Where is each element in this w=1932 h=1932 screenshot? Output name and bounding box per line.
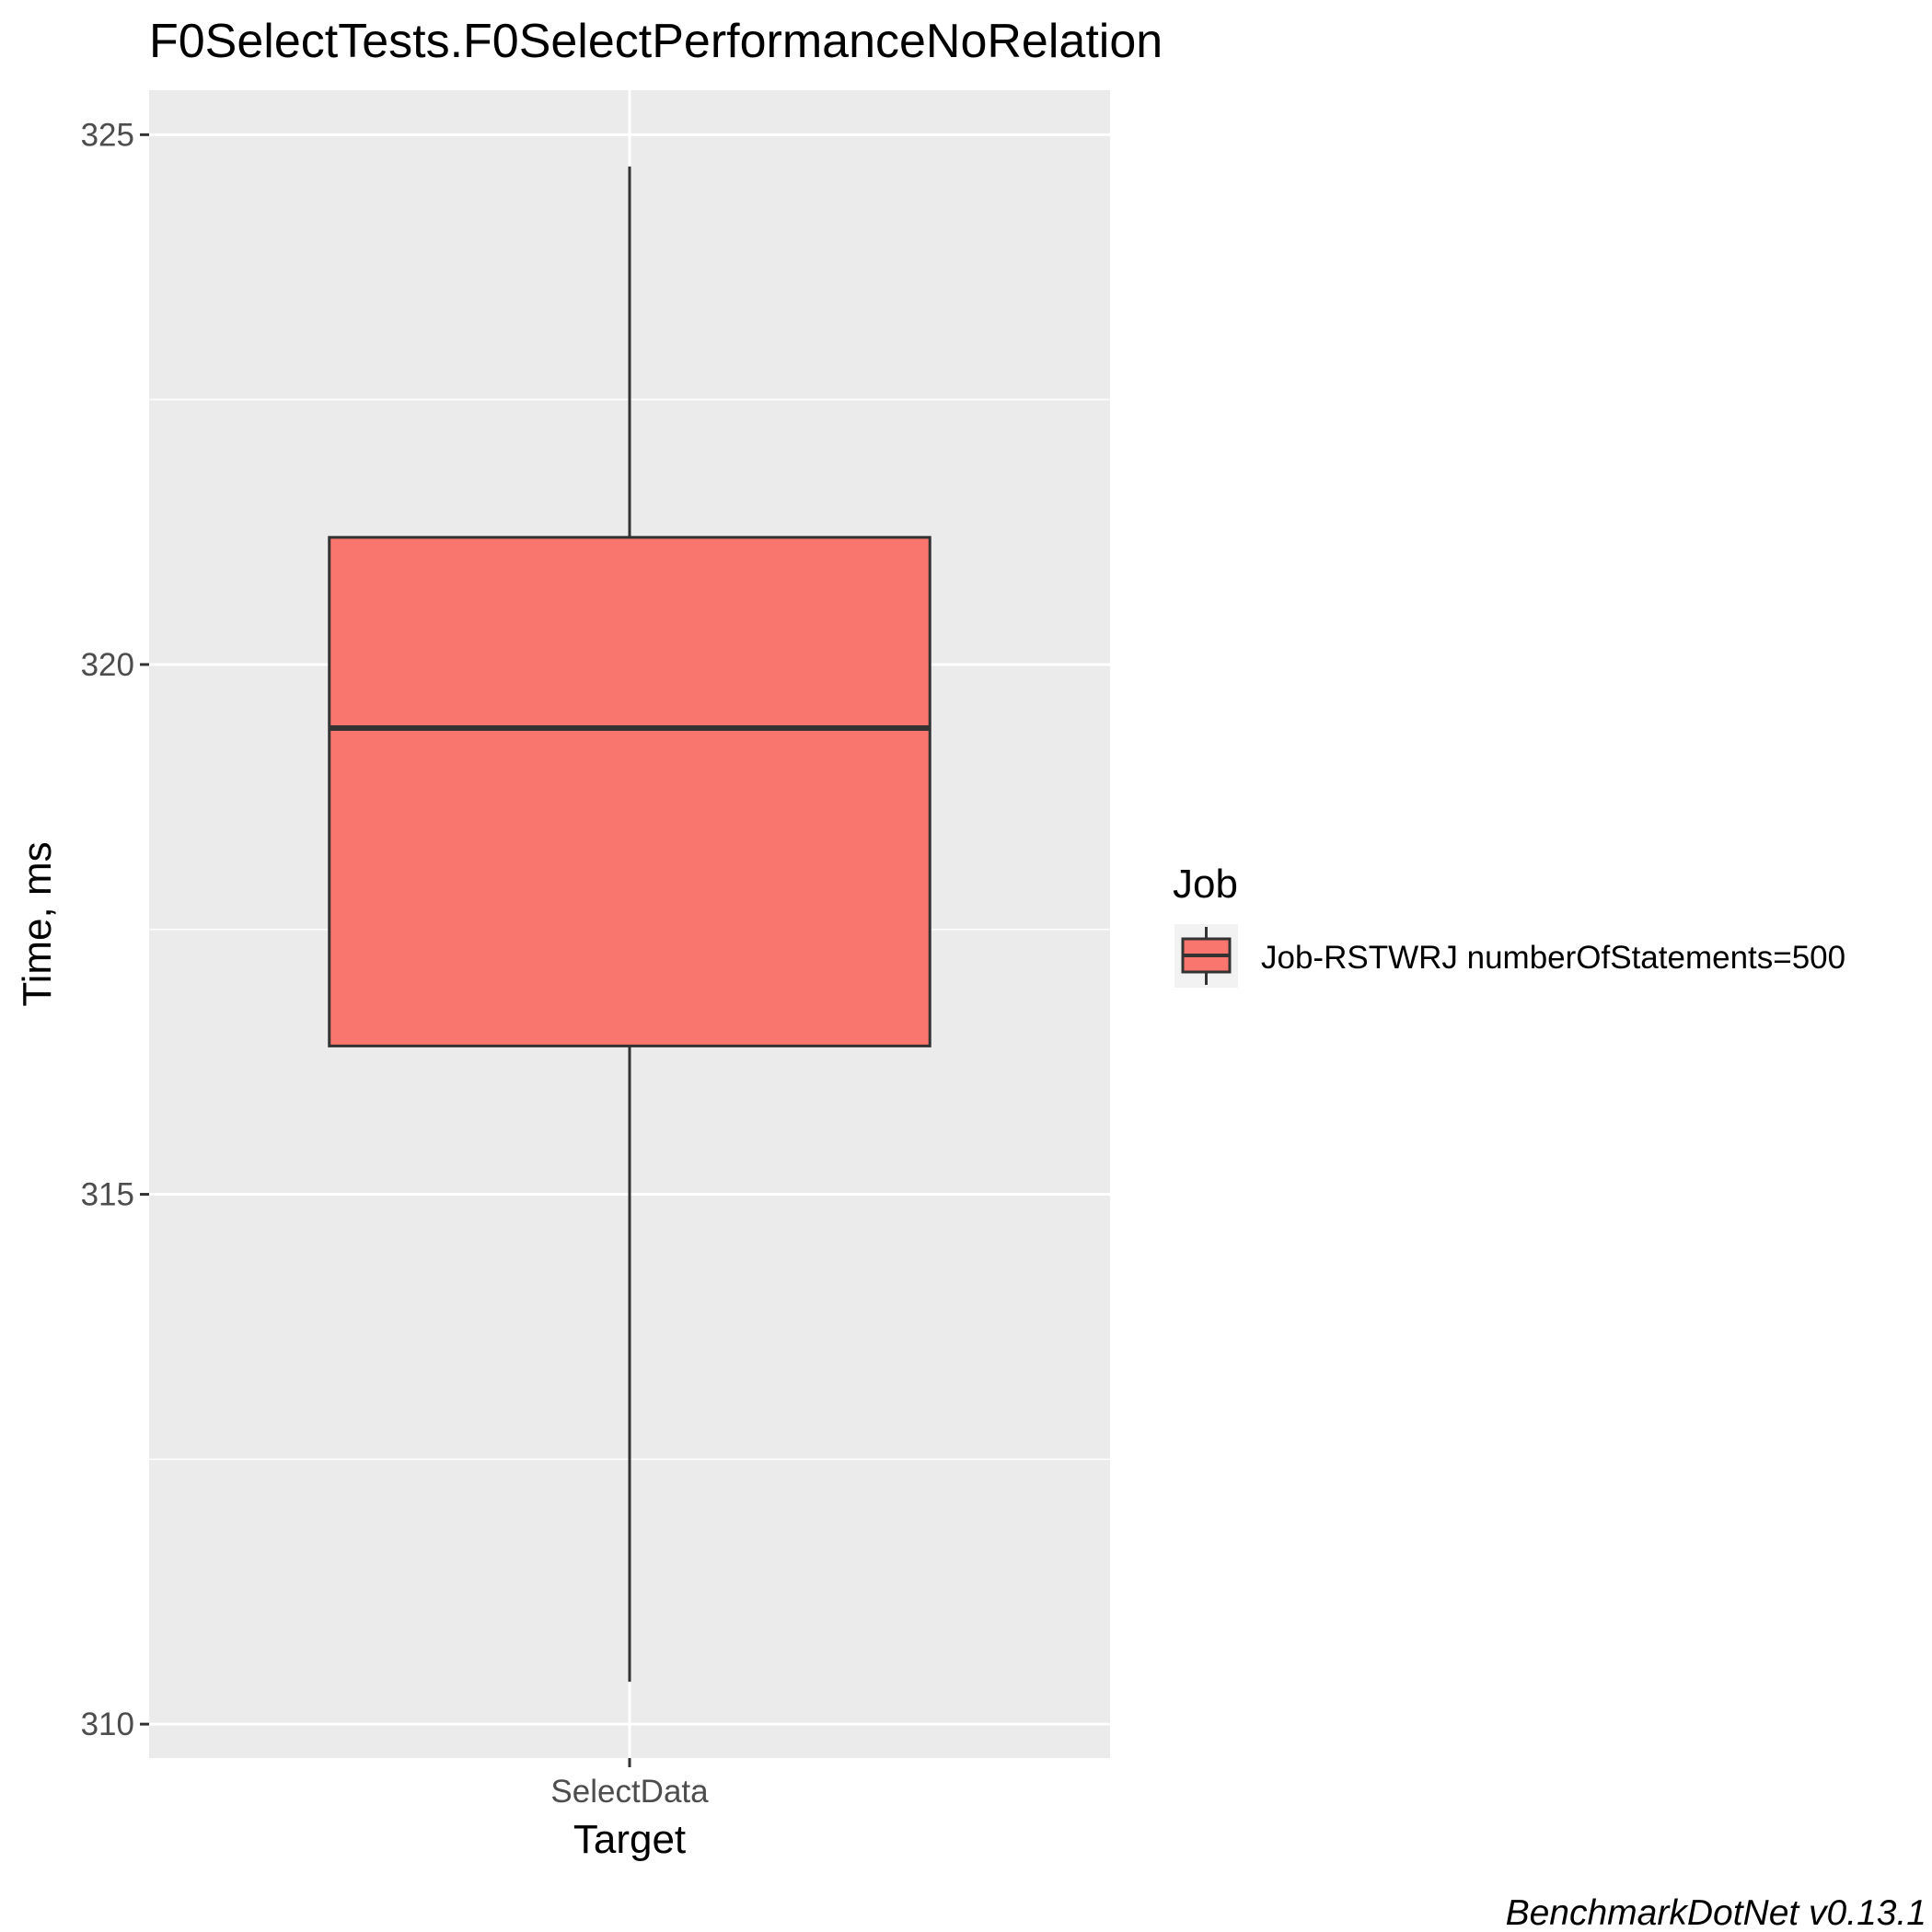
y-tick-label: 320	[81, 647, 134, 683]
legend: Job Job-RSTWRJ numberOfStatements=500	[1173, 862, 1845, 988]
y-axis: 310 315 320 325	[81, 117, 149, 1742]
y-axis-title: Time, ms	[15, 841, 60, 1006]
x-axis: SelectData	[550, 1758, 709, 1810]
legend-title: Job	[1173, 862, 1238, 907]
box	[328, 166, 931, 1683]
y-tick-label: 315	[81, 1177, 134, 1213]
y-tick-label: 310	[81, 1706, 134, 1742]
caption: BenchmarkDotNet v0.13.1	[1506, 1893, 1926, 1932]
legend-label: Job-RSTWRJ numberOfStatements=500	[1261, 940, 1845, 976]
box-plot-series	[328, 166, 931, 1683]
interquartile-box	[328, 536, 931, 1047]
x-tick-label: SelectData	[550, 1774, 709, 1810]
y-tick-label: 325	[81, 117, 134, 153]
legend-key	[1174, 924, 1238, 988]
chart-title: F0SelectTests.F0SelectPerformanceNoRelat…	[149, 15, 1163, 68]
x-axis-title: Target	[573, 1817, 686, 1862]
